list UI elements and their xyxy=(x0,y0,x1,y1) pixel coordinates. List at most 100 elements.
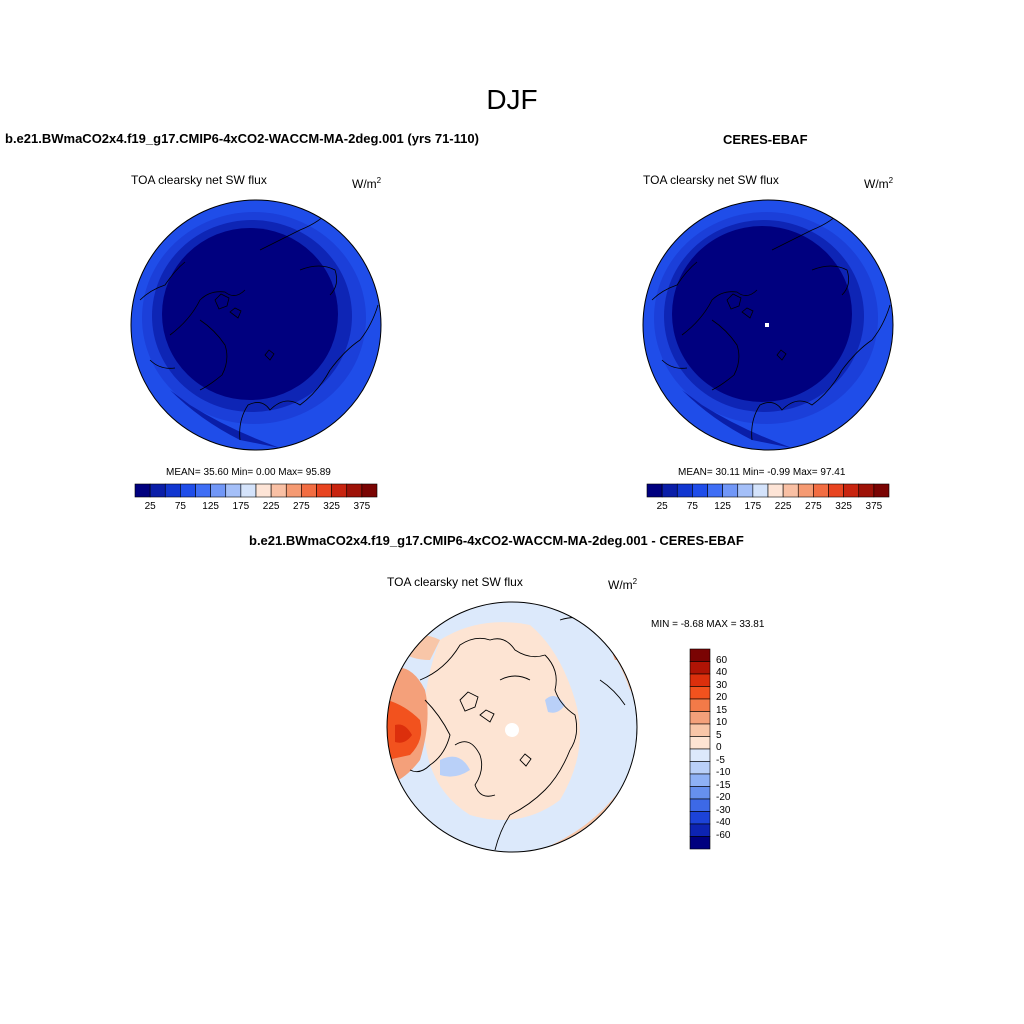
diff-colorbar-swatch xyxy=(689,736,711,750)
figure-title: DJF xyxy=(486,84,538,115)
obs-coastlines xyxy=(651,209,891,441)
diff-colorbar-swatch xyxy=(689,673,711,687)
diff-colorbar-tick-label: 30 xyxy=(716,679,728,691)
diff-colorbar-swatch xyxy=(689,773,711,787)
obs-colorbar-tick-label: 275 xyxy=(805,501,822,512)
diff-variable-label: TOA clearsky net SW flux xyxy=(387,575,523,589)
diff-colorbar-swatch xyxy=(689,748,711,762)
obs-colorbar-swatch xyxy=(722,483,739,498)
model-colorbar-swatch xyxy=(270,483,287,498)
obs-colorbar-swatch xyxy=(692,483,708,498)
obs-colorbar-swatch xyxy=(843,483,860,498)
model-colorbar-swatch xyxy=(210,483,227,498)
model-colorbar-tick-label: 375 xyxy=(353,501,371,512)
model-polar-map xyxy=(130,199,382,451)
diff-polar-map xyxy=(386,601,638,853)
diff-colorbar-swatch xyxy=(689,648,711,662)
obs-colorbar-swatch xyxy=(752,483,769,498)
obs-pole-hole xyxy=(765,323,769,327)
diff-colorbar-swatch xyxy=(689,811,711,825)
obs-colorbar-tick-label: 125 xyxy=(714,501,731,512)
diff-colorbar-tick-label: 0 xyxy=(716,742,722,753)
obs-colorbar-swatch xyxy=(767,483,784,498)
model-colorbar-swatch xyxy=(346,483,363,498)
model-colorbar-swatch xyxy=(361,483,378,498)
diff-colorbar-swatch xyxy=(689,798,711,812)
obs-colorbar-tick-label: 25 xyxy=(656,501,668,512)
diff-colorbar-swatch xyxy=(689,836,711,850)
diff-colorbar-swatch xyxy=(689,723,711,737)
obs-stats: MEAN= 30.11 Min= -0.99 Max= 97.41 xyxy=(678,467,846,478)
diff-case-title: b.e21.BWmaCO2x4.f19_g17.CMIP6-4xCO2-WACC… xyxy=(249,533,744,548)
diff-colorbar-tick-label: -60 xyxy=(716,829,731,841)
obs-colorbar-tick-label: 175 xyxy=(744,501,762,512)
obs-colorbar-swatch xyxy=(737,483,754,498)
obs-polar-map xyxy=(642,199,894,451)
model-colorbar-swatch xyxy=(285,483,302,498)
obs-colorbar-swatch xyxy=(661,483,678,498)
model-colorbar-tick-label: 175 xyxy=(232,501,250,512)
diff-colorbar-swatch xyxy=(689,661,711,675)
diff-colorbar-tick-label: 20 xyxy=(716,692,728,703)
diff-colorbar-tick-label: -20 xyxy=(716,792,731,803)
obs-colorbar-swatch xyxy=(813,483,829,498)
diff-colorbar-tick-label: -30 xyxy=(716,804,731,816)
model-colorbar-swatch xyxy=(316,483,332,498)
model-colorbar-tick-label: 75 xyxy=(174,501,186,512)
model-colorbar-tick-label: 325 xyxy=(323,501,340,512)
obs-colorbar-swatch xyxy=(782,483,799,498)
diff-colorbar-tick-label: 5 xyxy=(716,729,722,741)
obs-units-label: W/m2 xyxy=(864,176,894,191)
diff-colorbar-tick-label: 60 xyxy=(716,654,728,666)
diff-colorbar-tick-label: -10 xyxy=(716,767,731,778)
obs-colorbar-swatch xyxy=(676,483,693,498)
model-colorbar-tick-label: 25 xyxy=(144,501,156,512)
obs-colorbar-swatch xyxy=(858,483,875,498)
model-variable-label: TOA clearsky net SW flux xyxy=(131,173,267,187)
diff-colorbar-swatch xyxy=(689,711,711,725)
obs-colorbar-tick-label: 75 xyxy=(686,501,698,512)
model-colorbar-swatch xyxy=(164,483,181,498)
obs-colorbar-swatch xyxy=(646,483,663,498)
model-colorbar-swatch xyxy=(255,483,272,498)
diff-colorbar-swatch xyxy=(689,686,711,700)
model-colorbar-swatch xyxy=(149,483,166,498)
model-case-title: b.e21.BWmaCO2x4.f19_g17.CMIP6-4xCO2-WACC… xyxy=(5,131,479,146)
diff-colorbar xyxy=(689,648,711,850)
model-colorbar-tick-label: 225 xyxy=(262,501,280,512)
diff-colorbar-tick-label: 40 xyxy=(716,667,728,678)
obs-colorbar-swatch xyxy=(873,483,890,498)
obs-colorbar-tick-label: 375 xyxy=(865,501,883,512)
model-units-label: W/m2 xyxy=(352,176,382,191)
obs-colorbar-tick-label: 325 xyxy=(835,501,852,512)
diff-colorbar-tick-label: -5 xyxy=(716,754,725,766)
model-colorbar-swatch xyxy=(331,483,348,498)
obs-colorbar-swatch xyxy=(707,483,723,498)
obs-colorbar-swatch xyxy=(828,483,844,498)
model-colorbar xyxy=(134,483,378,498)
obs-case-title: CERES-EBAF xyxy=(723,132,808,147)
diff-colorbar-swatch xyxy=(689,786,711,800)
diff-colorbar-tick-label: 15 xyxy=(716,704,728,716)
diff-colorbar-tick-label: -40 xyxy=(716,817,731,828)
diff-colorbar-swatch xyxy=(689,698,711,712)
model-colorbar-swatch xyxy=(301,483,317,498)
obs-colorbar xyxy=(646,483,890,498)
model-colorbar-swatch xyxy=(180,483,196,498)
model-coastlines xyxy=(139,209,379,441)
diff-pole-hole xyxy=(505,723,519,737)
model-colorbar-swatch xyxy=(225,483,242,498)
diff-colorbar-swatch xyxy=(689,761,711,775)
diff-colorbar-tick-label: 10 xyxy=(716,717,728,728)
diff-colorbar-swatch xyxy=(689,823,711,837)
model-colorbar-tick-label: 275 xyxy=(293,501,310,512)
diff-coastlines xyxy=(409,617,626,851)
diff-colorbar-tick-label: -15 xyxy=(716,779,731,791)
obs-variable-label: TOA clearsky net SW flux xyxy=(643,173,779,187)
obs-colorbar-tick-label: 225 xyxy=(774,501,792,512)
model-colorbar-swatch xyxy=(134,483,151,498)
diff-minmax: MIN = -8.68 MAX = 33.81 xyxy=(651,619,765,630)
obs-colorbar-swatch xyxy=(797,483,814,498)
model-stats: MEAN= 35.60 Min= 0.00 Max= 95.89 xyxy=(166,467,331,478)
